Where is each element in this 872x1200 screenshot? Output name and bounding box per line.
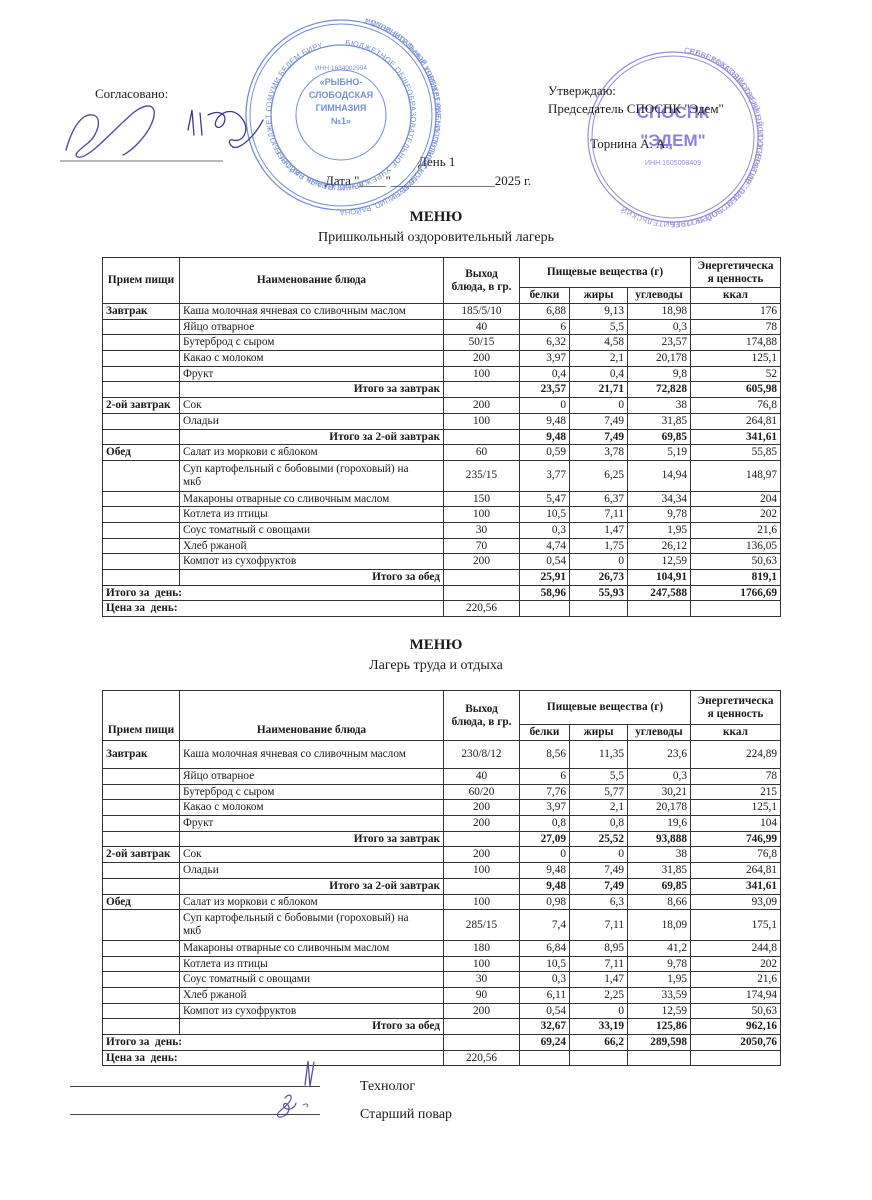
svg-text:ИНН 1634002994: ИНН 1634002994	[315, 65, 367, 72]
svg-text:«РЫБНО-: «РЫБНО-	[320, 77, 363, 87]
svg-text:ИНН 1605008409: ИНН 1605008409	[645, 160, 701, 167]
